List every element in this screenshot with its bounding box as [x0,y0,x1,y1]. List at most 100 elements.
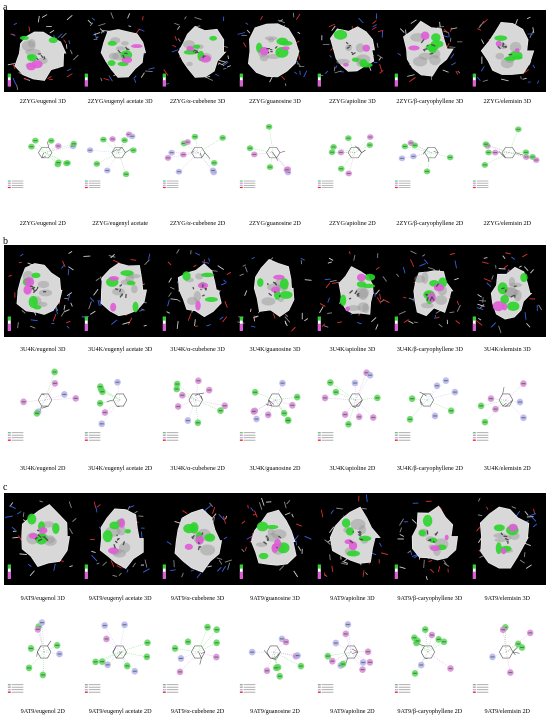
docking-3d-image [4,493,81,585]
caption-2d: 3U4K/apioline 2D [329,465,376,472]
interaction-2d-graphic [85,621,152,693]
interaction-2d-graphic [7,137,78,189]
caption-row-2d: 9AT9/eugenol 2D 9AT9/eugenyl acetate 2D … [4,708,546,715]
interaction-2d-graphic [394,626,454,693]
interaction-2d-diagram [391,612,468,702]
caption-3d: 2ZYG/β-caryophyllene 3D [396,98,464,105]
caption-3d: 3U4K/guanosine 3D [249,346,301,353]
panel-letter: c [3,482,8,493]
caption-2d: 2ZYG/eugenol 2D [19,220,66,227]
caption-2d: 3U4K/guanosine 2D [249,465,301,472]
interaction-2d-graphic [317,134,374,189]
docking-3d-image [469,245,546,337]
interaction-2d-diagram [159,612,236,702]
docking-3d-image [391,493,468,585]
interaction-2d-row [4,360,546,450]
caption-3d: 2ZYG/eugenol 3D [19,98,66,105]
caption-3d: 9AT9/eugenyl acetate 3D [88,595,152,602]
caption-row-3d: 2ZYG/eugenol 3D 2ZYG/eugenyl acetate 3D … [4,98,546,105]
interaction-2d-diagram [81,118,158,196]
docking-3d-graphic [85,501,151,579]
panel-letter: a [3,2,8,13]
docking-3d-image [81,10,158,92]
docking-3d-image [4,245,81,337]
docking-3d-image [81,493,158,585]
interaction-2d-diagram [391,118,468,196]
docking-3d-image [159,10,236,92]
caption-2d: 3U4K/α-cubebene 2D [170,465,225,472]
interaction-2d-graphic [85,131,138,189]
interaction-2d-graphic [317,369,381,441]
caption-2d: 3U4K/eugenyl acetate 2D [88,465,153,472]
interaction-2d-row [4,118,546,196]
interaction-2d-diagram [159,118,236,196]
interaction-2d-diagram [81,612,158,702]
caption-3d: 9AT9/α-cubebene 3D [170,595,225,602]
caption-3d: 2ZYG/eugenyl acetate 3D [87,98,153,105]
caption-2d: 9AT9/β-caryophyllene 2D [397,708,463,715]
caption-2d: 2ZYG/eugenyl acetate [92,220,149,227]
docking-3d-graphic [472,252,542,334]
docking-3d-image [236,493,313,585]
interaction-2d-graphic [394,377,459,441]
caption-2d: 9AT9/apioline 2D [330,708,375,715]
interaction-2d-row [4,612,546,702]
interaction-2d-graphic [317,621,373,693]
interaction-2d-graphic [162,377,228,441]
interaction-2d-diagram [159,360,236,450]
caption-3d: 2ZYG/elemisin 3D [483,98,532,105]
docking-3d-graphic [472,16,539,87]
caption-2d: 3U4K/eugenol 2D [19,465,66,472]
docking-3d-graphic [5,500,77,579]
interaction-2d-diagram [469,360,546,450]
caption-3d: 3U4K/apioline 3D [329,346,376,353]
caption-3d: 9AT9/elemisin 3D [484,595,531,602]
docking-3d-image [469,493,546,585]
interaction-2d-graphic [240,123,292,189]
caption-3d: 2ZYG/guanosine 3D [249,98,301,105]
docking-3d-graphic [317,13,384,87]
caption-3d: 9AT9/apioline 3D [330,595,375,602]
caption-3d: 3U4K/eugenol 3D [19,346,66,353]
docking-3d-graphic [85,12,156,87]
docking-3d-graphic [317,250,390,331]
interaction-2d-diagram [469,118,546,196]
interaction-2d-graphic [7,619,63,693]
caption-3d: 2ZYG/α-cubebene 3D [169,98,226,105]
docking-3d-image [81,245,158,337]
interaction-2d-graphic [472,380,527,441]
caption-row-3d: 9AT9/eugenol 3D 9AT9/eugenyl acetate 3D … [4,595,546,602]
caption-2d: 2ZYG/α-cubebene 2D [169,220,226,227]
caption-3d: 9AT9/eugenol 3D [20,595,65,602]
docking-3d-image [236,245,313,337]
docking-3d-image [4,10,81,92]
docking-3d-graphic [162,16,231,87]
docking-3d-row [4,493,546,585]
caption-3d: 3U4K/elemisin 3D [483,346,531,353]
interaction-2d-graphic [240,379,301,441]
interaction-2d-graphic [7,368,80,441]
caption-2d: 9AT9/guanosine 2D [250,708,300,715]
docking-3d-image [391,10,468,92]
interaction-2d-graphic [472,624,534,693]
interaction-2d-diagram [4,118,81,196]
docking-3d-graphic [394,500,459,581]
caption-2d: 9AT9/α-cubebene 2D [170,708,225,715]
docking-3d-graphic [237,12,308,87]
docking-3d-graphic [240,497,312,579]
docking-3d-graphic [237,256,312,332]
caption-2d: 2ZYG/elemisin 2D [483,220,532,227]
caption-2d: 9AT9/eugenol 2D [20,708,65,715]
docking-3d-graphic [7,14,79,91]
panel-letter: b [3,236,8,247]
docking-3d-image [314,493,391,585]
docking-3d-graphic [472,497,537,579]
docking-3d-graphic [317,494,388,579]
docking-3d-image [159,493,236,585]
interaction-2d-graphic [85,378,128,441]
interaction-2d-diagram [314,360,391,450]
caption-3d: 9AT9/guanosine 3D [250,595,300,602]
caption-2d: 2ZYG/β-caryophyllene 2D [396,220,464,227]
caption-row-2d: 3U4K/eugenol 2D 3U4K/eugenyl acetate 2D … [4,465,546,472]
interaction-2d-diagram [314,612,391,702]
